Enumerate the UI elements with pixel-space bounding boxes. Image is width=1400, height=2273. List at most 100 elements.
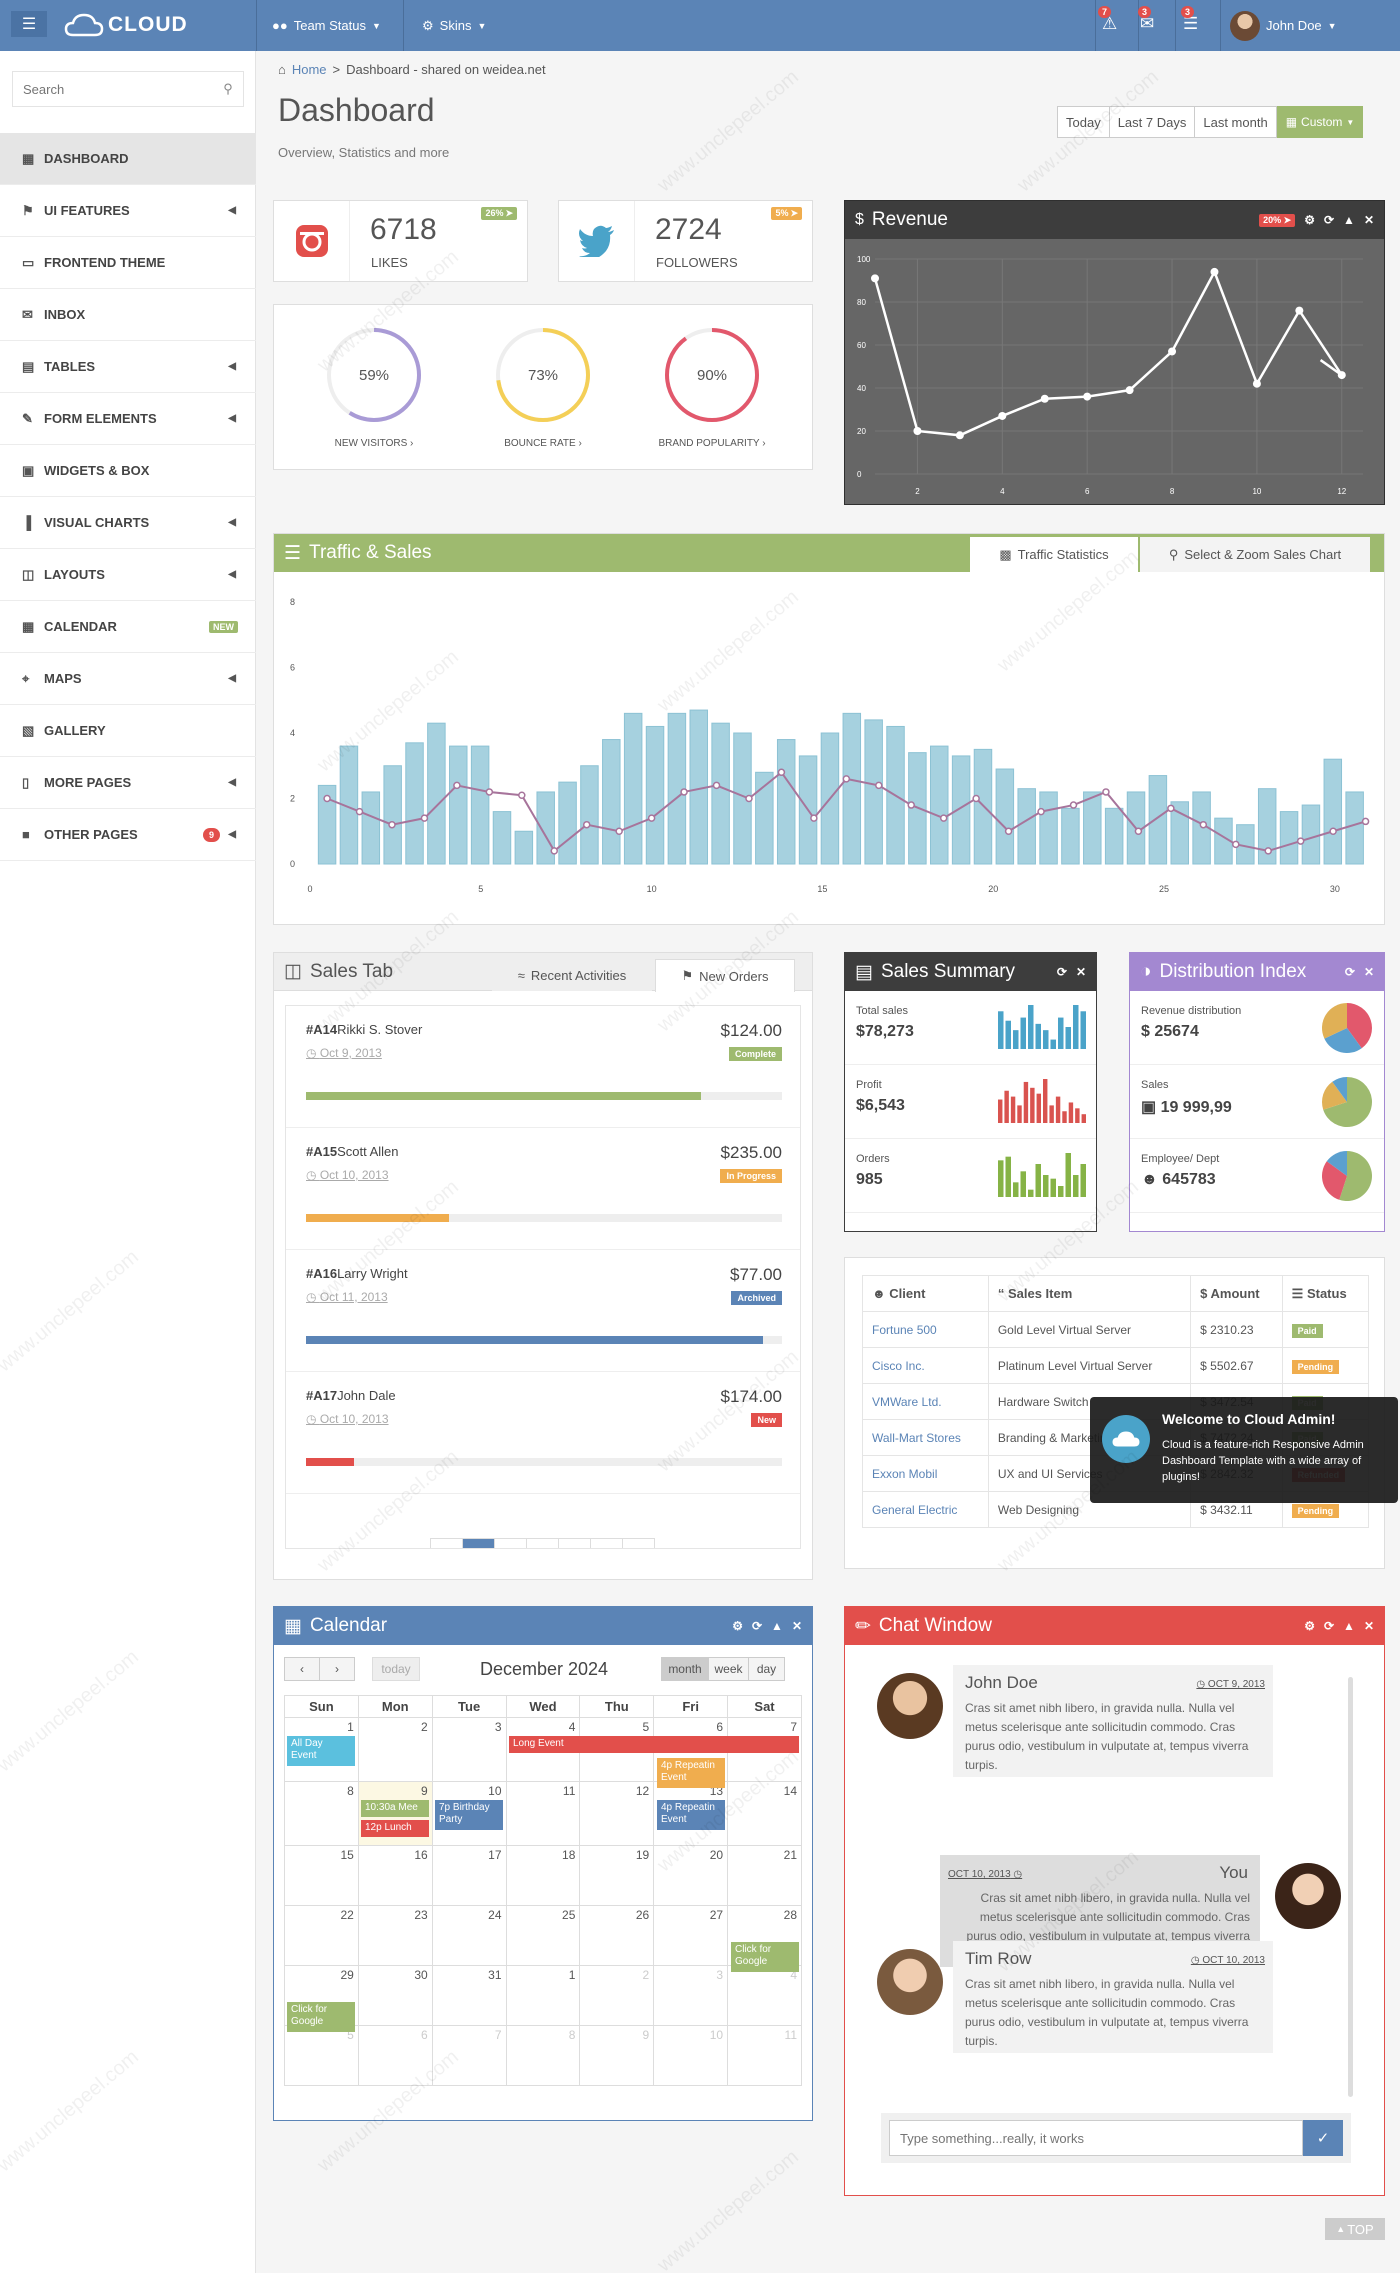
order-date[interactable]: ◷ Oct 10, 2013 — [306, 1412, 389, 1426]
tab-new-orders[interactable]: ⚑ New Orders — [655, 959, 795, 992]
sales-point[interactable] — [712, 781, 721, 790]
pie-slice[interactable] — [1332, 1077, 1347, 1102]
notifications-button[interactable]: ⚠ 7 — [1098, 6, 1128, 38]
sales-point[interactable] — [582, 820, 591, 829]
order-date[interactable]: ◷ Oct 10, 2013 — [306, 1168, 389, 1182]
revenue-point[interactable] — [998, 411, 1007, 420]
calendar-day-cell[interactable]: 14 — [727, 1781, 802, 1846]
traffic-bar[interactable] — [1301, 804, 1321, 865]
traffic-bar[interactable] — [492, 811, 512, 865]
sales-point[interactable] — [1361, 817, 1370, 826]
chevron-up-icon[interactable]: ▲ — [1343, 213, 1355, 227]
pie-slice[interactable] — [1322, 1003, 1347, 1039]
revenue-point[interactable] — [955, 431, 964, 440]
calendar-day-cell[interactable]: 15 — [284, 1845, 359, 1906]
sidebar-item-calendar[interactable]: ▦ CALENDAR NEW — [0, 601, 256, 653]
sales-point[interactable] — [972, 794, 980, 803]
traffic-bar[interactable] — [449, 745, 468, 865]
calendar-day-cell[interactable]: 6 — [357, 2025, 433, 2086]
traffic-bar[interactable] — [842, 712, 862, 865]
calendar-next-button[interactable]: › — [319, 1657, 355, 1681]
messages-button[interactable]: ✉ 3 — [1138, 6, 1168, 38]
sidebar-item-dashboard[interactable]: ▦ DASHBOARD — [0, 133, 256, 185]
traffic-bar[interactable] — [1017, 788, 1036, 865]
chevron-up-icon[interactable]: ▲ — [771, 1619, 783, 1633]
skins-dropdown[interactable]: ⚙ Skins ▼ — [422, 0, 486, 51]
refresh-icon[interactable]: ⟳ — [1323, 213, 1335, 227]
tab-recent-activities[interactable]: ≈ Recent Activities — [492, 959, 652, 991]
traffic-bar[interactable] — [1257, 788, 1277, 865]
tab-zoom-sales-chart[interactable]: ⚲ Select & Zoom Sales Chart — [1140, 537, 1370, 572]
refresh-icon[interactable]: ⟳ — [1056, 965, 1067, 979]
calendar-day-cell[interactable]: 21 — [727, 1845, 802, 1906]
sidebar-item-layouts[interactable]: ◫ LAYOUTS ◀ — [0, 549, 256, 601]
traffic-bar[interactable] — [1083, 791, 1102, 865]
calendar-day-cell[interactable]: 3 — [653, 1965, 729, 2026]
calendar-event[interactable]: 10:30a Mee — [361, 1800, 429, 1817]
revenue-point[interactable] — [1168, 347, 1177, 356]
search-icon[interactable]: ⚲ — [223, 81, 233, 96]
sales-point[interactable] — [388, 820, 396, 829]
team-status-dropdown[interactable]: ●● Team Status ▼ — [272, 0, 381, 51]
sales-point[interactable] — [1134, 827, 1143, 835]
traffic-bar[interactable] — [1170, 801, 1189, 865]
calendar-event[interactable]: Long Event — [509, 1736, 799, 1753]
calendar-event[interactable]: Click for Google — [731, 1942, 799, 1972]
sales-point[interactable] — [810, 814, 818, 822]
column-header[interactable]: $ Amount — [1190, 1275, 1283, 1312]
calendar-day-cell[interactable]: 25 — [505, 1905, 581, 1966]
revenue-point[interactable] — [1337, 371, 1346, 380]
traffic-bar[interactable] — [470, 745, 490, 865]
calendar-day-cell[interactable]: 5 — [284, 2025, 359, 2086]
gear-icon[interactable]: ⚙ — [1304, 213, 1315, 227]
sales-point[interactable] — [647, 814, 656, 822]
refresh-icon[interactable]: ⟳ — [1323, 1619, 1335, 1633]
hamburger-button[interactable]: ☰ — [11, 11, 47, 37]
revenue-point[interactable] — [1295, 306, 1304, 315]
traffic-bar[interactable] — [558, 781, 577, 865]
sidebar-item-form-elements[interactable]: ✎ FORM ELEMENTS ◀ — [0, 393, 256, 445]
traffic-bar[interactable] — [755, 771, 774, 865]
sidebar-item-frontend-theme[interactable]: ▭ FRONTEND THEME — [0, 237, 256, 289]
range-custom-button[interactable]: ▦ Custom ▼ — [1276, 106, 1364, 138]
page-link[interactable]: 4 — [558, 1538, 591, 1548]
traffic-bar[interactable] — [602, 739, 621, 865]
calendar-day-cell[interactable]: 12 — [579, 1781, 655, 1846]
view-month-button[interactable]: month — [661, 1657, 709, 1681]
traffic-bar[interactable] — [995, 768, 1015, 865]
calendar-day-cell[interactable]: 19 — [579, 1845, 655, 1906]
pie-slice[interactable] — [1347, 1003, 1372, 1049]
client-cell[interactable]: Exxon Mobil — [862, 1455, 989, 1492]
revenue-point[interactable] — [1210, 267, 1219, 276]
calendar-day-cell[interactable]: 2 — [357, 1717, 433, 1782]
client-cell[interactable]: VMWare Ltd. — [862, 1383, 989, 1420]
sidebar-item-tables[interactable]: ▤ TABLES ◀ — [0, 341, 256, 393]
traffic-bar[interactable] — [1345, 791, 1364, 865]
sales-point[interactable] — [323, 794, 331, 803]
sales-point[interactable] — [1004, 827, 1013, 835]
traffic-bar[interactable] — [580, 765, 599, 865]
calendar-day-cell[interactable]: 11 — [505, 1781, 581, 1846]
calendar-day-cell[interactable]: 18 — [505, 1845, 581, 1906]
donut-label[interactable]: BOUNCE RATE › — [504, 438, 582, 449]
calendar-day-cell[interactable]: 23 — [357, 1905, 433, 1966]
gear-icon[interactable]: ⚙ — [1304, 1619, 1315, 1633]
traffic-bar[interactable] — [536, 791, 555, 865]
sales-point[interactable] — [1199, 820, 1208, 829]
traffic-bar[interactable] — [951, 755, 971, 865]
revenue-point[interactable] — [1083, 392, 1092, 401]
calendar-day-cell[interactable]: 20 — [653, 1845, 729, 1906]
calendar-event[interactable]: 4p Repeatin Event — [657, 1800, 725, 1830]
calendar-day-cell[interactable]: 8 — [284, 1781, 359, 1846]
traffic-bar[interactable] — [361, 791, 381, 865]
traffic-bar[interactable] — [1104, 807, 1124, 865]
sales-point[interactable] — [518, 791, 526, 799]
pie-slice[interactable] — [1322, 1161, 1347, 1200]
calendar-event[interactable]: Click for Google — [287, 2002, 355, 2032]
pie-slice[interactable] — [1326, 1151, 1347, 1176]
sales-point[interactable] — [907, 801, 915, 809]
back-to-top-button[interactable]: ▲ TOP — [1325, 2218, 1385, 2240]
chat-scrollbar[interactable] — [1348, 1677, 1353, 2097]
sales-point[interactable] — [1102, 788, 1110, 796]
view-day-button[interactable]: day — [749, 1657, 785, 1681]
